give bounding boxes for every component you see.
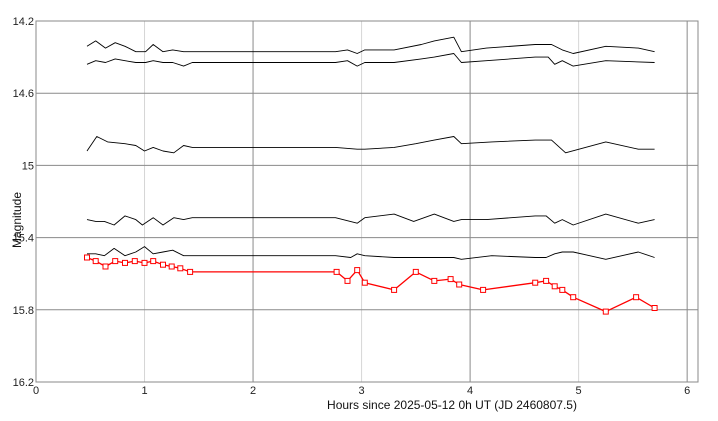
data-point <box>92 258 99 265</box>
data-point <box>160 261 166 268</box>
x-tick-label: 0 <box>33 385 39 397</box>
x-axis-title: Hours since 2025-05-12 0h UT (JD 2460807… <box>327 398 577 412</box>
series-lines <box>86 36 655 313</box>
x-tick-label: 3 <box>359 385 365 397</box>
x-tick-label: 5 <box>576 385 582 397</box>
data-point <box>333 268 340 275</box>
y-tick-label: 14.6 <box>13 88 34 100</box>
data-point <box>168 263 175 270</box>
series-line-1 <box>86 36 655 54</box>
y-tick-label: 16.2 <box>13 377 34 389</box>
data-point <box>651 305 658 311</box>
series-markers <box>84 254 658 315</box>
x-tick-label: 4 <box>467 385 473 397</box>
y-axis-title: Magnitude <box>10 192 24 248</box>
data-point <box>354 267 361 274</box>
data-point <box>447 276 454 283</box>
data-point <box>551 283 558 290</box>
x-tick-label: 6 <box>684 385 690 397</box>
data-point <box>122 259 128 266</box>
data-point <box>177 265 184 272</box>
y-tick-label: 15.8 <box>13 305 34 317</box>
data-point <box>391 286 398 293</box>
x-tick-label: 2 <box>250 385 256 397</box>
x-tick-label: 1 <box>141 385 147 397</box>
data-point <box>131 258 138 265</box>
data-point <box>431 277 438 284</box>
data-point <box>532 279 539 286</box>
grid-lines <box>35 20 699 383</box>
y-tick-label: 14.2 <box>13 16 34 28</box>
data-point <box>559 286 566 293</box>
data-point <box>602 308 609 315</box>
tick-labels: 0 1 2 3 4 5 6 14.2 14.6 15 15.4 15.8 16.2 <box>13 16 691 397</box>
data-point <box>543 277 550 284</box>
data-point <box>187 268 194 275</box>
data-point <box>361 279 368 286</box>
data-point <box>344 277 351 284</box>
data-point <box>456 281 463 288</box>
data-point <box>102 263 109 270</box>
data-point <box>633 294 640 301</box>
series-line-4 <box>86 213 655 226</box>
series-line-5 <box>87 246 655 260</box>
y-tick-label: 15.4 <box>13 233 34 245</box>
data-point <box>570 294 577 301</box>
data-point <box>480 286 487 293</box>
data-point <box>412 268 419 275</box>
y-tick-label: 15 <box>22 160 34 172</box>
plot-frame <box>35 20 699 383</box>
data-point <box>141 259 148 266</box>
data-point <box>150 258 157 265</box>
data-point <box>84 254 90 261</box>
series-line-2 <box>86 53 655 67</box>
data-point <box>112 258 119 265</box>
series-line-3 <box>86 136 655 154</box>
